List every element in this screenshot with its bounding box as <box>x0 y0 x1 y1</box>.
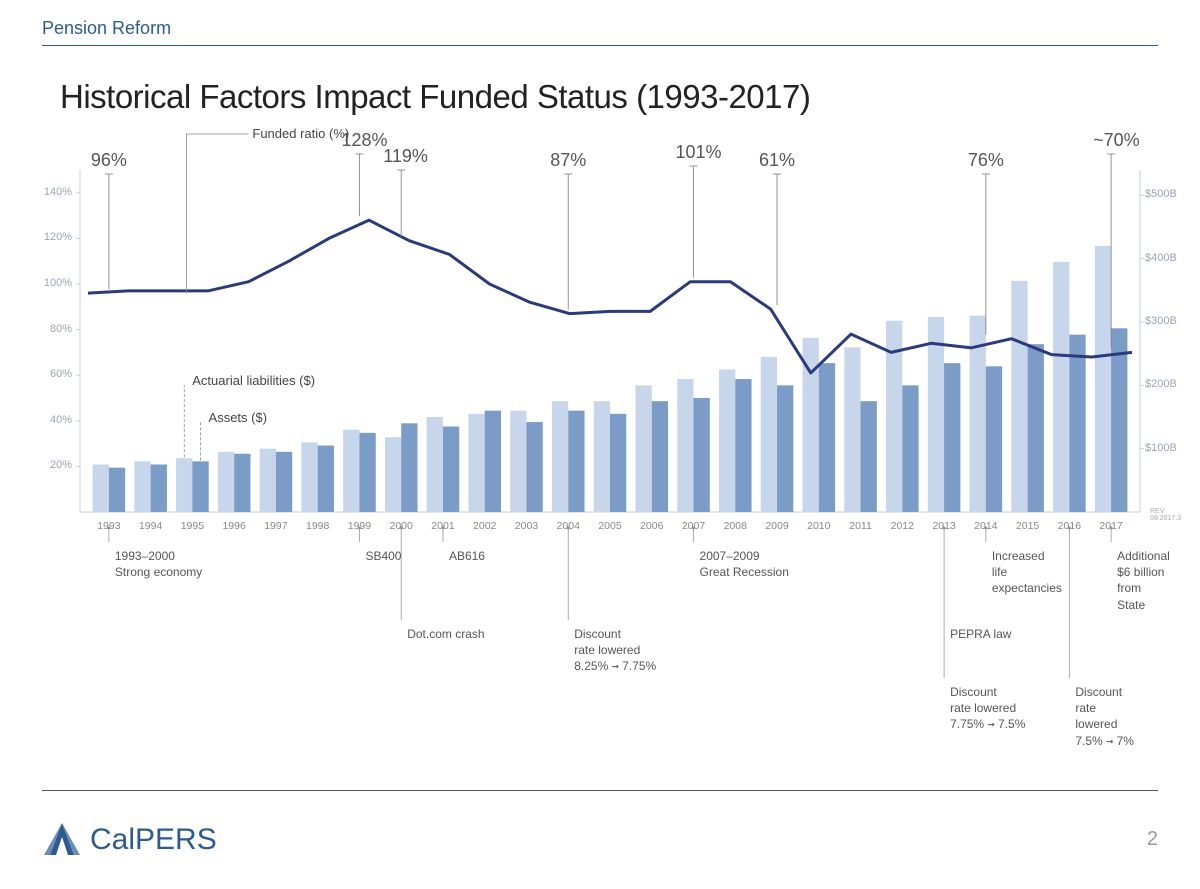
footer-divider <box>42 790 1158 791</box>
event-annotation: SB400 <box>365 548 401 564</box>
event-annotation: Additional$6 billionfrom State <box>1117 548 1170 613</box>
chart-area: 20%40%60%80%100%120%140%$100B$200B$300B$… <box>80 170 1140 512</box>
event-annotation: Dot.com crash <box>407 626 484 642</box>
left-axis-tick: 100% <box>32 277 72 289</box>
right-axis-tick: $100B <box>1145 442 1190 454</box>
funded-ratio-callout: 61% <box>759 150 795 171</box>
year-label: 2012 <box>882 520 922 532</box>
left-axis-tick: 120% <box>32 231 72 243</box>
year-label: 2017 <box>1091 520 1131 532</box>
year-label: 2000 <box>381 520 421 532</box>
year-label: 1998 <box>298 520 338 532</box>
year-label: 1994 <box>131 520 171 532</box>
year-label: 1995 <box>172 520 212 532</box>
legend-funded-ratio: Funded ratio (%) <box>252 126 349 141</box>
left-axis-tick: 60% <box>32 368 72 380</box>
year-label: 2011 <box>841 520 881 532</box>
year-label: 2005 <box>590 520 630 532</box>
header-bar: Pension Reform <box>42 18 1158 46</box>
year-label: 1999 <box>339 520 379 532</box>
calpers-mark-icon <box>42 821 82 859</box>
year-label: 2006 <box>632 520 672 532</box>
funded-ratio-callout: 101% <box>676 142 722 163</box>
event-annotation: Discountrate lowered7.5% → 7% <box>1075 684 1140 749</box>
event-annotation: Discountrate lowered7.75% → 7.5% <box>950 684 1025 733</box>
year-label: 2015 <box>1008 520 1048 532</box>
section-label: Pension Reform <box>42 18 171 38</box>
year-label: 1996 <box>214 520 254 532</box>
left-axis-tick: 20% <box>32 459 72 471</box>
event-annotation: PEPRA law <box>950 626 1011 642</box>
event-annotation: AB616 <box>449 548 485 564</box>
funded-ratio-callout: ~70% <box>1093 130 1140 151</box>
event-annotation: Increasedlifeexpectancies <box>992 548 1062 597</box>
legend-assets: Assets ($) <box>209 410 268 425</box>
year-label: 2001 <box>423 520 463 532</box>
year-label: 2007 <box>674 520 714 532</box>
year-label: 2014 <box>966 520 1006 532</box>
left-axis-tick: 140% <box>32 186 72 198</box>
right-axis-tick: $300B <box>1145 315 1190 327</box>
funded-ratio-callout: 76% <box>968 150 1004 171</box>
year-label: 2003 <box>506 520 546 532</box>
right-axis-tick: $200B <box>1145 378 1190 390</box>
rev-note: REV 09.2017.3 <box>1150 508 1181 522</box>
funded-ratio-callout: 119% <box>383 146 428 167</box>
event-annotation: 1993–2000Strong economy <box>115 548 202 580</box>
logo-text: CalPERS <box>90 823 217 857</box>
left-axis-tick: 80% <box>32 323 72 335</box>
year-label: 2004 <box>548 520 588 532</box>
right-axis-tick: $500B <box>1145 188 1190 200</box>
legend-liabilities: Actuarial liabilities ($) <box>192 373 315 388</box>
year-label: 1997 <box>256 520 296 532</box>
year-label: 2016 <box>1049 520 1089 532</box>
funded-ratio-callout: 96% <box>91 150 127 171</box>
event-annotation: Discountrate lowered8.25% → 7.75% <box>574 626 656 675</box>
year-label: 2009 <box>757 520 797 532</box>
year-label: 2013 <box>924 520 964 532</box>
right-axis-tick: $400B <box>1145 252 1190 264</box>
funded-ratio-callout: 87% <box>550 150 586 171</box>
year-label: 1993 <box>89 520 129 532</box>
logo: CalPERS <box>42 821 217 859</box>
year-label: 2008 <box>715 520 755 532</box>
event-annotation: 2007–2009Great Recession <box>700 548 789 580</box>
page-number: 2 <box>1147 828 1158 851</box>
left-axis-tick: 40% <box>32 414 72 426</box>
year-label: 2002 <box>465 520 505 532</box>
year-label: 2010 <box>799 520 839 532</box>
